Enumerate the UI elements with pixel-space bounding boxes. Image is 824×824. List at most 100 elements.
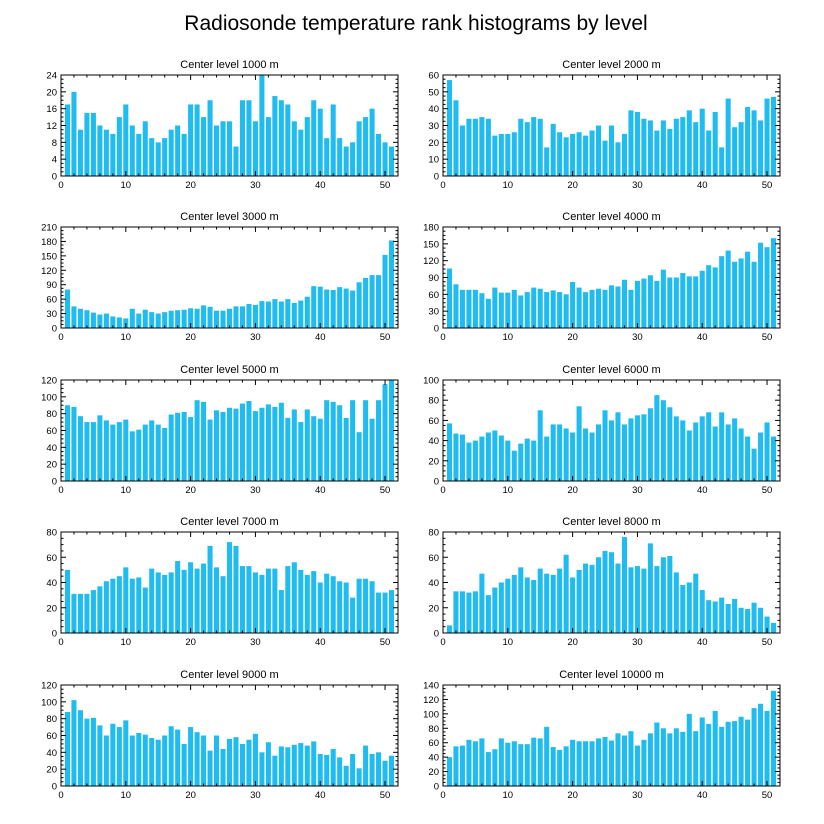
histogram-bar — [459, 125, 465, 176]
histogram-bar — [226, 308, 233, 328]
histogram-bar — [129, 578, 135, 633]
x-tick-label: 10 — [503, 485, 514, 496]
histogram-bar — [97, 415, 103, 481]
histogram-bar — [259, 75, 265, 176]
histogram-bar — [116, 422, 122, 481]
y-tick-label: 80 — [46, 528, 57, 539]
histogram-bar — [110, 316, 116, 328]
y-tick-label: 20 — [46, 765, 57, 776]
histogram-bar — [285, 104, 291, 176]
histogram-bar — [706, 723, 712, 786]
histogram-bar — [233, 408, 239, 481]
histogram-bar — [265, 742, 271, 786]
histogram-bar — [472, 741, 478, 786]
histogram-bar — [84, 718, 90, 786]
histogram-bar — [589, 130, 595, 176]
histogram-bar — [265, 568, 271, 633]
histogram-bar — [492, 135, 498, 176]
histogram-bar — [162, 735, 168, 786]
histogram-bar — [647, 543, 653, 633]
histogram-bar — [673, 277, 679, 328]
histogram-bar — [634, 112, 640, 176]
histogram-panel: Center level 4000 m 0 10 20 30 40 50 0 30 60 90 120… — [423, 211, 781, 343]
histogram-bar — [518, 744, 524, 786]
histogram-bar — [285, 417, 291, 482]
histogram-bar — [686, 430, 692, 481]
y-tick-label: 60 — [428, 738, 439, 749]
histogram-bar — [589, 289, 595, 328]
histogram-bar — [77, 416, 83, 481]
histogram-bar — [589, 741, 595, 786]
histogram-bar — [712, 426, 718, 481]
y-tick-label: 150 — [423, 239, 439, 250]
histogram-bar — [337, 138, 343, 177]
histogram-bar — [446, 757, 453, 786]
histogram-bar — [343, 288, 349, 328]
histogram-bar — [226, 542, 233, 633]
histogram-bar — [207, 306, 213, 328]
histogram-bar — [116, 576, 122, 633]
histogram-bar — [356, 578, 362, 633]
histogram-bar — [226, 121, 233, 176]
histogram-bar — [149, 312, 155, 328]
panel-title: Center level 2000 m — [562, 59, 660, 71]
x-tick-label: 50 — [762, 485, 773, 496]
y-tick-label: 12 — [46, 121, 57, 132]
y-tick-label: 20 — [428, 138, 439, 149]
histogram-bar — [207, 750, 213, 786]
panel-title: Center level 7000 m — [180, 516, 278, 528]
y-tick-label: 0 — [434, 782, 439, 793]
histogram-bar — [123, 567, 129, 633]
histogram-bar — [77, 593, 83, 633]
y-tick-label: 60 — [428, 553, 439, 564]
histogram-bar — [498, 133, 504, 176]
histogram-bar — [570, 432, 576, 481]
y-tick-label: 40 — [46, 578, 57, 589]
histogram-bar — [570, 577, 576, 633]
y-tick-label: 20 — [46, 87, 57, 98]
histogram-bar — [226, 407, 233, 481]
histogram-bar — [278, 100, 284, 176]
x-tick-label: 0 — [440, 637, 445, 648]
histogram-bar — [634, 415, 640, 481]
histogram-bar — [311, 286, 317, 328]
histogram-bar — [537, 568, 543, 633]
histogram-bar — [719, 597, 725, 633]
x-tick-label: 0 — [58, 180, 63, 191]
histogram-bar — [615, 412, 621, 481]
histogram-bar — [181, 569, 187, 634]
histogram-bar — [194, 104, 200, 176]
x-tick-label: 40 — [697, 180, 708, 191]
histogram-bar — [168, 726, 174, 786]
histogram-bar — [583, 292, 589, 328]
histogram-bar — [706, 412, 712, 481]
histogram-bar — [291, 562, 297, 633]
histogram-bar — [298, 422, 304, 481]
histogram-bar — [576, 406, 582, 481]
histogram-bar — [745, 251, 751, 328]
panel-title: Center level 9000 m — [180, 669, 278, 681]
histogram-bar — [550, 424, 556, 481]
histogram-bar — [129, 735, 135, 786]
histogram-bar — [479, 293, 485, 328]
histogram-bar — [608, 740, 615, 786]
histogram-bar — [136, 429, 142, 481]
histogram-bar — [570, 281, 576, 328]
histogram-bar — [557, 424, 563, 481]
histogram-bar — [239, 403, 245, 481]
histogram-bar — [304, 296, 310, 328]
x-tick-label: 10 — [503, 180, 514, 191]
x-tick-label: 0 — [58, 637, 63, 648]
histogram-bar — [459, 289, 465, 328]
y-tick-label: 180 — [423, 223, 439, 234]
y-tick-label: 100 — [423, 709, 439, 720]
histogram-bar — [492, 430, 498, 481]
x-tick-label: 50 — [380, 790, 391, 801]
histogram-panel: Center level 5000 m 0 10 20 30 40 50 0 20 40 60 80 1… — [41, 364, 399, 496]
histogram-bar — [641, 118, 647, 176]
histogram-bar — [615, 563, 621, 633]
x-tick-label: 50 — [762, 332, 773, 343]
histogram-bar — [563, 746, 569, 786]
histogram-bar — [214, 125, 220, 176]
histogram-bar — [162, 427, 168, 481]
